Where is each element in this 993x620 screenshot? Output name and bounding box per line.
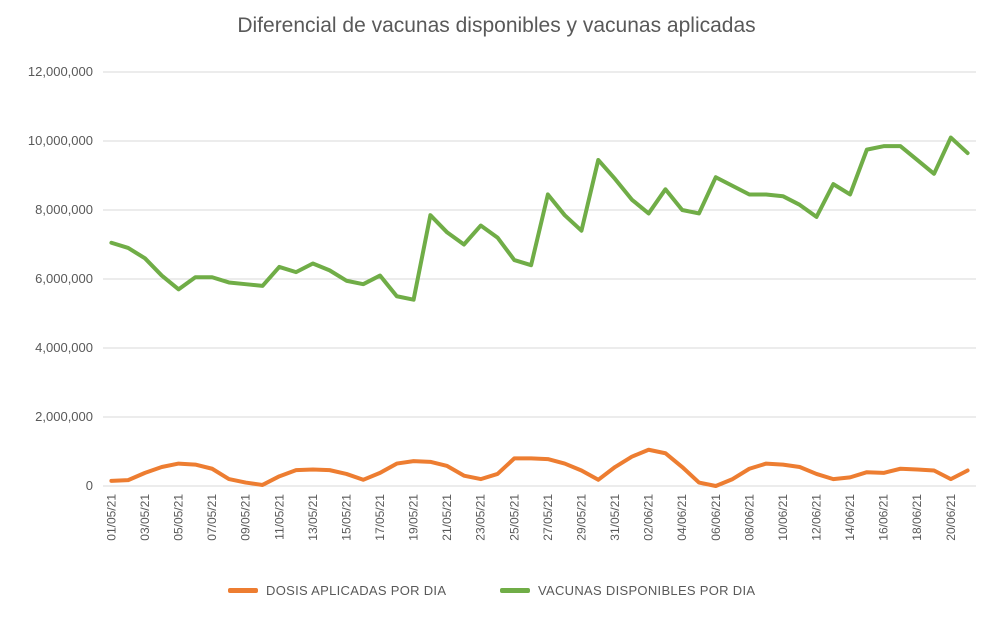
- x-tick-label: 04/06/21: [675, 494, 689, 541]
- series-lines: [109, 135, 970, 488]
- x-tick-label: 20/06/21: [944, 494, 958, 541]
- x-tick-label: 18/06/21: [910, 494, 924, 541]
- x-tick-label: 01/05/21: [104, 494, 118, 541]
- y-tick-label: 10,000,000: [28, 133, 93, 148]
- y-tick-label: 2,000,000: [35, 409, 93, 424]
- x-tick-label: 06/06/21: [709, 494, 723, 541]
- x-tick-label: 10/06/21: [776, 494, 790, 541]
- x-axis-tick-labels: 01/05/21 03/05/21 05/05/21 07/05/21 09/05/21…: [104, 494, 957, 541]
- x-tick-label: 07/05/21: [205, 494, 219, 541]
- gridlines: [103, 71, 976, 418]
- legend-item-dosis: DOSIS APLICADAS POR DIA: [228, 578, 446, 602]
- x-tick-label: 21/05/21: [440, 494, 454, 541]
- legend-label-vacunas: VACUNAS DISPONIBLES POR DIA: [538, 582, 756, 598]
- x-tick-label: 15/05/21: [339, 494, 353, 541]
- y-tick-label: 12,000,000: [28, 64, 93, 79]
- x-tick-label: 08/06/21: [742, 494, 756, 541]
- x-tick-label: 27/05/21: [541, 494, 555, 541]
- y-tick-label: 6,000,000: [35, 271, 93, 286]
- x-tick-label: 09/05/21: [239, 494, 253, 541]
- legend-swatch-vacunas: [500, 587, 530, 593]
- series-line-dosis-aplicadas: [109, 447, 970, 488]
- chart-title: Diferencial de vacunas disponibles y vac…: [237, 14, 756, 37]
- x-tick-label: 31/05/21: [608, 494, 622, 541]
- series-line-vacunas-disponibles: [109, 135, 970, 302]
- x-tick-label: 16/06/21: [877, 494, 891, 541]
- x-tick-label: 23/05/21: [474, 494, 488, 541]
- y-tick-label: 4,000,000: [35, 340, 93, 355]
- legend-swatch-dosis: [228, 587, 258, 593]
- x-tick-label: 25/05/21: [507, 494, 521, 541]
- x-tick-label: 11/05/21: [272, 494, 286, 540]
- legend-item-vacunas: VACUNAS DISPONIBLES POR DIA: [500, 578, 755, 602]
- y-tick-label: 8,000,000: [35, 202, 93, 217]
- x-tick-label: 12/06/21: [810, 494, 824, 541]
- x-tick-label: 05/05/21: [172, 494, 186, 541]
- x-tick-label: 19/05/21: [407, 494, 421, 541]
- x-tick-label: 02/06/21: [642, 494, 656, 541]
- y-tick-label: 0: [86, 478, 93, 493]
- x-tick-label: 03/05/21: [138, 494, 152, 541]
- x-tick-label: 13/05/21: [306, 494, 320, 541]
- legend-label-dosis: DOSIS APLICADAS POR DIA: [266, 582, 447, 598]
- x-tick-label: 17/05/21: [373, 494, 387, 541]
- y-axis-tick-labels: 0 2,000,000 4,000,000 6,000,000 8,000,000 10,…: [28, 64, 93, 493]
- x-tick-label: 14/06/21: [843, 494, 857, 541]
- x-tick-label: 29/05/21: [574, 494, 588, 541]
